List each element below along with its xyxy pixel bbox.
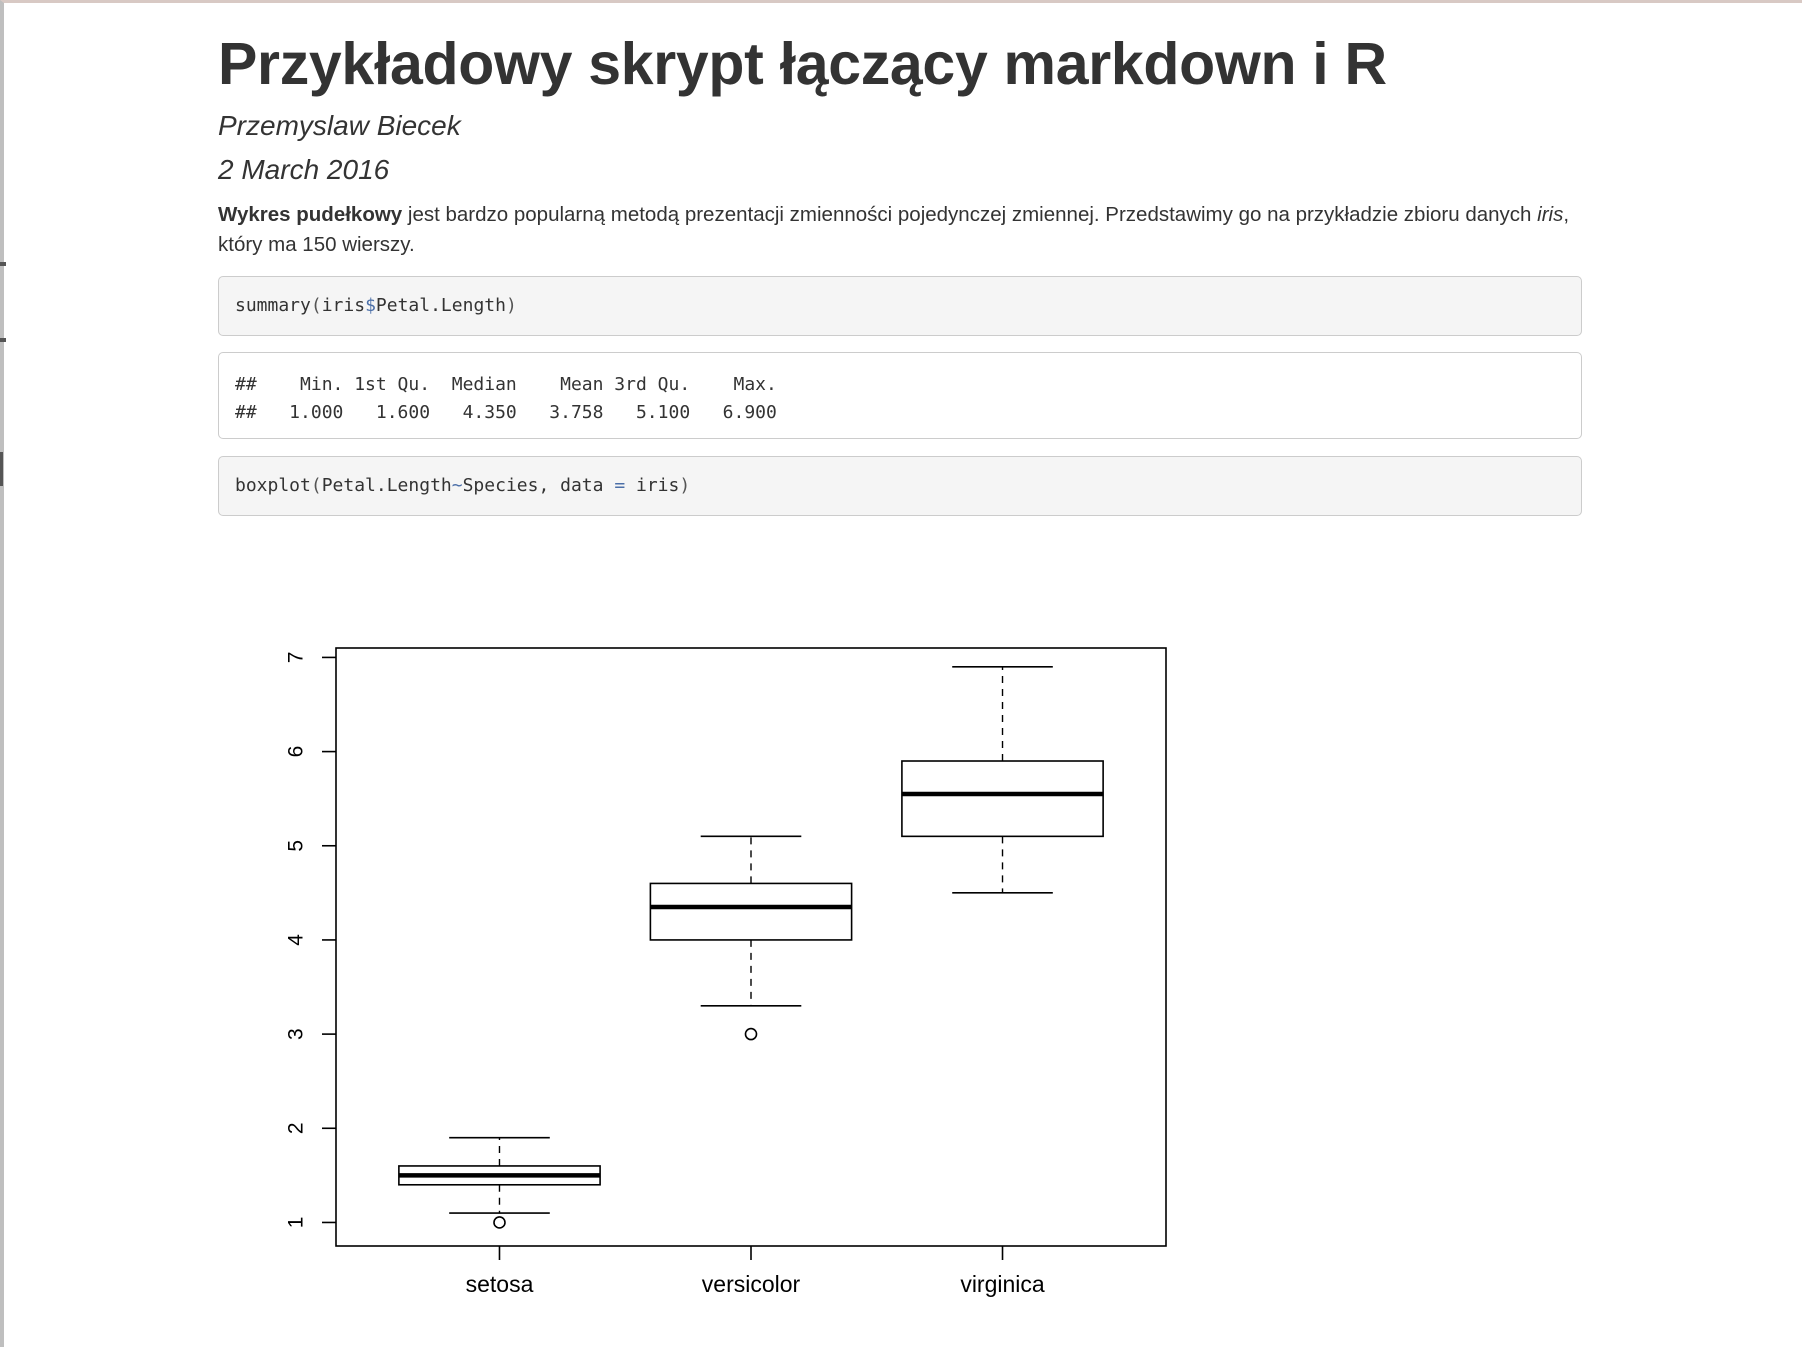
dataset-name: iris [1537,203,1564,226]
y-tick-label: 1 [285,1217,308,1229]
y-tick-label: 6 [285,746,308,758]
code-chunk-boxplot[interactable]: boxplot(Petal.Length~Species, data = iri… [218,456,1582,516]
code-operator: ~ [451,475,463,496]
y-tick-label: 4 [285,934,308,946]
code-argument: iris [625,475,680,496]
document-author: Przemyslaw Biecek [218,110,461,141]
bold-term: Wykres pudełkowy [218,203,403,226]
x-tick-label: virginica [960,1271,1045,1297]
code-formula-rhs: Species, data [462,475,615,496]
document-title: Przykładowy skrypt łączący markdown i R [218,31,1387,97]
outlier-point [493,1216,506,1229]
y-tick-label: 2 [285,1122,308,1134]
boxplot-chart: 1 2 3 4 5 6 7 setosa versicolor virginica [285,647,1167,1297]
document-date: 2 March 2016 [218,154,390,185]
output-line: ## 1.000 1.600 4.350 3.758 5.100 6.900 [235,402,777,423]
intro-paragraph: Wykres pudełkowy jest bardzo popularną m… [218,200,1584,260]
code-operator: $ [365,295,376,316]
code-object: iris [321,295,366,316]
window-edge-mark [0,262,6,266]
code-punct: ( [310,475,322,496]
output-chunk-summary[interactable]: ## Min. 1st Qu. Median Mean 3rd Qu. Max.… [218,352,1582,439]
code-formula-lhs: Petal.Length [321,475,452,496]
paragraph-text: jest bardzo popularną metodą prezentacji… [402,203,1538,226]
code-punct: ) [505,295,517,316]
plot-frame [335,647,1167,1247]
window-edge-mark [0,338,6,342]
code-function: summary [235,295,311,316]
window-edge-mark [0,452,3,486]
x-tick-label: versicolor [702,1271,801,1297]
code-function: boxplot [235,475,311,496]
y-tick-label: 5 [285,840,308,852]
code-chunk-summary[interactable]: summary(iris$Petal.Length) [218,276,1582,336]
code-field: Petal.Length [375,295,506,316]
y-tick-label: 3 [285,1028,308,1040]
box-iqr [649,882,853,941]
box-iqr [901,760,1104,838]
output-line: ## Min. 1st Qu. Median Mean 3rd Qu. Max. [235,374,777,395]
code-punct: ( [310,295,322,316]
code-operator: = [614,475,626,496]
outlier-point [744,1027,758,1041]
y-tick-label: 7 [285,652,308,664]
paragraph-text: , który ma 150 wierszy. [218,203,1570,256]
code-punct: ) [679,475,691,496]
x-tick-label: setosa [466,1271,534,1297]
